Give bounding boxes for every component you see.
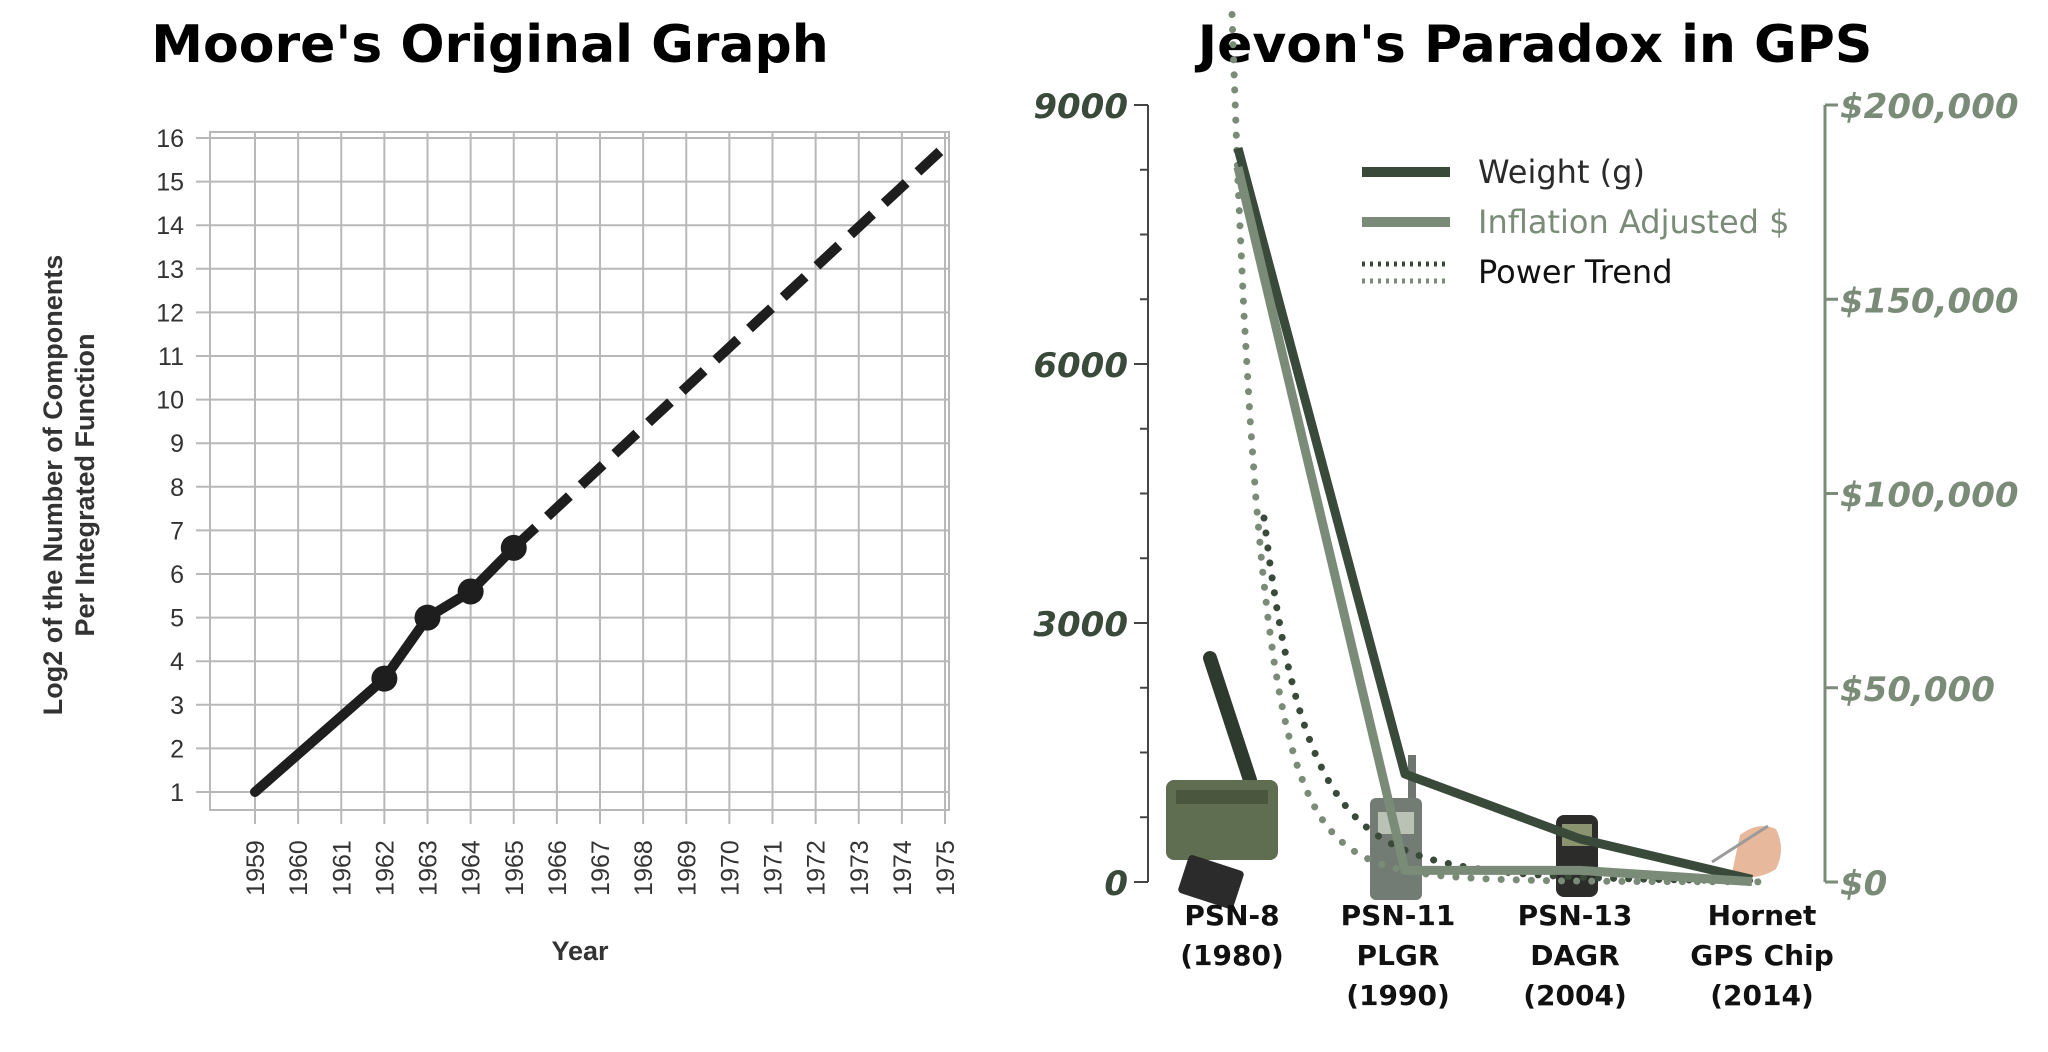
gps-axes (1134, 103, 1838, 884)
gps-right-tick-label: $50,000 (1840, 670, 1995, 710)
moore-y-axis-label: Log2 of the Number of Components Per Int… (38, 255, 100, 715)
gps-left-tick-label: 3000 (1033, 605, 1128, 645)
moore-y-tick-label: 4 (170, 648, 184, 676)
moore-x-tick-label: 1962 (371, 840, 399, 896)
right-chart-title: Jevon's Paradox in GPS (1195, 15, 1873, 75)
moore-data-point (414, 604, 441, 631)
moore-y-tick-label: 3 (170, 692, 184, 720)
moore-x-tick-label: 1965 (501, 840, 529, 896)
legend-item-trend: Power Trend (1362, 253, 1673, 291)
moore-x-tick-label: 1975 (932, 840, 960, 896)
legend-label-weight: Weight (g) (1478, 153, 1645, 191)
moore-x-tick-label: 1971 (760, 840, 788, 896)
moore-x-tick-label: 1974 (889, 840, 917, 896)
psn8-device-image (1166, 651, 1278, 909)
moore-y-tick-label: 8 (170, 474, 184, 502)
moore-x-ticks: 1959 1960 1961 1962 1963 1964 1965 1966 1967 1968… (242, 840, 960, 896)
device-label-line: (2014) (1710, 979, 1814, 1012)
moore-y-tick-label: 2 (170, 735, 184, 763)
moore-y-tick-label: 10 (156, 387, 184, 415)
device-label-line: GPS Chip (1690, 939, 1834, 972)
moore-data-point (371, 665, 398, 692)
gps-legend: Weight (g) Inflation Adjusted $ Power Tren… (1362, 153, 1790, 291)
device-label-line: PSN-11 (1341, 899, 1456, 932)
gps-right-tick-label: $0 (1840, 864, 1887, 904)
device-label-line: (1980) (1180, 939, 1284, 972)
moore-x-tick-label: 1963 (415, 840, 443, 896)
moore-y-tick-label: 7 (170, 517, 184, 545)
device-label-line: (1990) (1346, 979, 1450, 1012)
gps-series (1233, 147, 1754, 887)
weight-series-line (1233, 147, 1754, 884)
device-label-line: Hornet (1708, 899, 1817, 932)
moore-extrapolation-line (510, 143, 949, 552)
moore-x-tick-label: 1959 (242, 840, 270, 896)
moore-grid (196, 131, 950, 824)
moore-y-tick-label: 1 (170, 779, 184, 807)
legend-label-cost: Inflation Adjusted $ (1478, 203, 1790, 241)
psn13-device-image (1556, 815, 1598, 897)
gps-device-labels: PSN-8 (1980) PSN-11 PLGR (1990) PSN-13 DAGR (20… (1180, 899, 1834, 1012)
device-label-line: (2004) (1523, 979, 1627, 1012)
moore-x-tick-label: 1966 (544, 840, 572, 896)
gps-trend-lines (1228, 10, 1764, 886)
legend-item-cost: Inflation Adjusted $ (1362, 203, 1790, 241)
legend-item-weight: Weight (g) (1362, 153, 1645, 191)
gps-right-ticks: $200,000 $150,000 $100,000 $50,000 $0 (1840, 87, 2019, 904)
moore-y-tick-label: 12 (156, 299, 184, 327)
cost-power-trend (1228, 10, 1764, 886)
legend-label-trend: Power Trend (1478, 253, 1673, 291)
moore-x-tick-label: 1969 (673, 840, 701, 896)
moore-y-tick-label: 11 (158, 343, 184, 371)
device-label-line: DAGR (1530, 939, 1619, 972)
moore-x-tick-label: 1967 (587, 840, 615, 896)
gps-left-tick-label: 6000 (1033, 346, 1128, 386)
moore-plot-frame (209, 131, 950, 811)
gps-right-tick-label: $100,000 (1840, 476, 2019, 516)
moore-x-tick-label: 1970 (716, 840, 744, 896)
gps-left-ticks: 9000 6000 3000 0 (1033, 87, 1128, 904)
moore-y-tick-label: 5 (170, 605, 184, 633)
device-label-line: PSN-13 (1518, 899, 1633, 932)
moore-x-tick-label: 1960 (285, 840, 313, 896)
moore-y-tick-label: 14 (156, 212, 184, 240)
gps-right-tick-label: $200,000 (1840, 87, 2019, 127)
moore-y-tick-label: 16 (156, 125, 184, 153)
moore-x-tick-label: 1961 (328, 840, 356, 896)
moore-x-tick-label: 1968 (630, 840, 658, 896)
moore-y-axis-label-line2: Per Integrated Function (70, 333, 100, 636)
hornet-chip-image (1711, 824, 1781, 878)
gps-left-tick-label: 9000 (1033, 87, 1128, 127)
moore-data-point (457, 578, 484, 605)
left-chart-title: Moore's Original Graph (151, 15, 829, 75)
gps-right-tick-label: $150,000 (1840, 281, 2019, 321)
moore-x-axis-label: Year (551, 936, 609, 966)
moore-y-tick-label: 15 (156, 169, 184, 197)
moore-data-point (500, 534, 527, 561)
cost-series-line (1233, 166, 1753, 887)
moore-y-axis-label-line1: Log2 of the Number of Components (38, 255, 68, 715)
gps-left-tick-label: 0 (1104, 864, 1128, 904)
moore-y-tick-label: 9 (170, 430, 184, 458)
device-label-line: PLGR (1357, 939, 1440, 972)
moore-x-tick-label: 1972 (803, 840, 831, 896)
moore-x-tick-label: 1964 (458, 840, 486, 896)
moore-y-tick-label: 13 (156, 256, 184, 284)
moore-x-tick-label: 1973 (846, 840, 874, 896)
moore-markers (371, 534, 527, 692)
device-label-line: PSN-8 (1184, 899, 1279, 932)
moore-y-tick-label: 6 (170, 561, 184, 589)
